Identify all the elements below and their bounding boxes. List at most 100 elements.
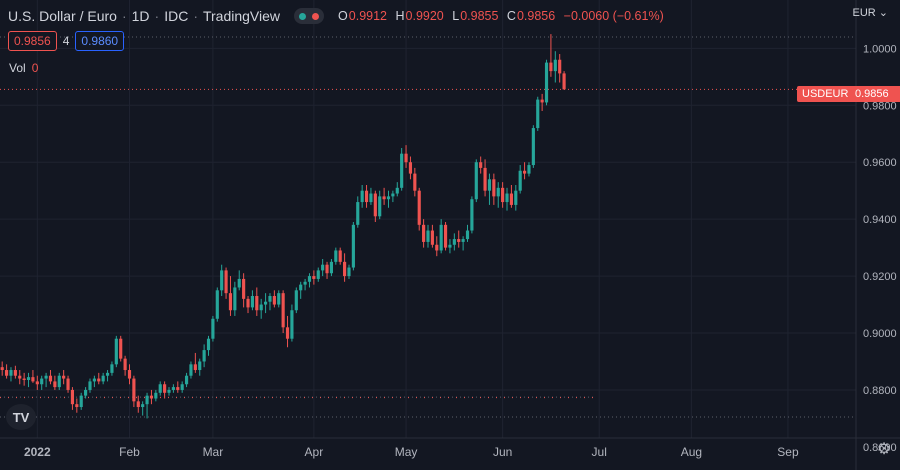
- candle: [382, 187, 386, 205]
- volume-label: Vol: [9, 61, 26, 75]
- candle-body: [531, 128, 535, 166]
- exchange-label: IDC: [164, 8, 189, 24]
- candle: [228, 276, 233, 316]
- candle: [518, 165, 522, 194]
- reference-lines: [0, 36, 856, 418]
- candle-body: [312, 276, 316, 279]
- candle: [303, 278, 307, 291]
- candle: [132, 375, 136, 408]
- candle: [400, 147, 404, 191]
- ohlc-values: O0.9912 H0.9920 L0.9855 C0.9856 −0.0060 …: [338, 9, 669, 23]
- candle-body: [268, 296, 272, 302]
- candle: [422, 219, 426, 248]
- candle-body: [290, 310, 294, 339]
- candle-body: [57, 375, 61, 388]
- candle-body: [426, 230, 430, 242]
- candle: [233, 281, 237, 316]
- candle-body: [66, 378, 70, 390]
- candle: [184, 372, 189, 388]
- candle: [167, 387, 171, 396]
- interval-label[interactable]: 1D: [131, 8, 150, 24]
- candle: [501, 182, 505, 208]
- candle: [84, 387, 88, 399]
- x-tick-label: Aug: [681, 445, 702, 459]
- candle: [404, 145, 408, 168]
- candle: [522, 162, 527, 180]
- candle: [461, 236, 465, 251]
- candle-body: [430, 230, 434, 245]
- candle-body: [53, 381, 57, 388]
- candle: [105, 370, 110, 382]
- candle: [285, 315, 290, 348]
- candle: [198, 358, 202, 376]
- candle-body: [553, 59, 557, 72]
- candle-body: [285, 327, 290, 339]
- candle: [35, 375, 39, 390]
- candle-body: [154, 392, 158, 399]
- candle: [0, 361, 4, 376]
- price-axis[interactable]: 1.0000 0.9800 0.9600 0.9400 0.9200 0.9000 0.88…: [856, 0, 900, 470]
- candle-body: [88, 381, 92, 390]
- gear-icon[interactable]: ⚙: [876, 441, 892, 458]
- candle-body: [439, 224, 443, 251]
- buy-price-button[interactable]: 0.9860: [75, 31, 125, 51]
- candle-body: [198, 361, 202, 371]
- candle-body: [452, 239, 456, 245]
- market-status-toggle[interactable]: [294, 8, 325, 24]
- candle-body: [457, 239, 461, 242]
- candle: [263, 293, 268, 314]
- candle: [158, 381, 162, 396]
- candle-body: [316, 270, 320, 279]
- candle: [470, 196, 474, 234]
- currency-selector[interactable]: EUR ⌄: [852, 6, 888, 19]
- candle: [176, 381, 180, 393]
- candle-body: [395, 187, 399, 194]
- candle: [110, 361, 114, 376]
- symbol-name[interactable]: U.S. Dollar / Euro: [8, 8, 117, 24]
- candle: [149, 389, 154, 405]
- candle-body: [92, 378, 96, 382]
- candle: [413, 167, 417, 197]
- sell-price-button[interactable]: 0.9856: [8, 31, 57, 51]
- candle: [18, 370, 22, 385]
- candle-body: [351, 224, 355, 268]
- candle: [215, 287, 219, 322]
- candle-body: [413, 173, 417, 191]
- candle-body: [70, 389, 75, 405]
- candle-body: [237, 278, 241, 288]
- candle-body: [479, 162, 483, 168]
- candle-body: [127, 370, 132, 379]
- candle-body: [299, 284, 303, 291]
- chart-grid: [0, 0, 856, 448]
- candle-body: [443, 224, 448, 248]
- candle: [53, 375, 57, 390]
- candle-body: [422, 224, 426, 242]
- candle: [452, 233, 456, 251]
- candle-body: [31, 377, 35, 382]
- candle: [5, 364, 9, 379]
- candle-body: [492, 179, 496, 197]
- candle: [250, 290, 254, 311]
- x-tick-label: Jul: [592, 445, 607, 459]
- candle: [364, 184, 369, 208]
- candle: [211, 315, 215, 342]
- volume-legend[interactable]: Vol 0: [9, 61, 38, 75]
- candle-body: [193, 364, 197, 371]
- candle: [465, 224, 470, 242]
- candle-body: [176, 387, 180, 390]
- y-tick-label: 0.9800: [863, 100, 897, 112]
- x-tick-label: 2022: [24, 445, 51, 459]
- candle-body: [84, 389, 88, 396]
- tradingview-logo-icon[interactable]: TV: [6, 404, 36, 430]
- candle-body: [105, 372, 110, 376]
- candle-body: [149, 395, 154, 399]
- candle-body: [303, 281, 307, 285]
- candle-body: [417, 190, 421, 225]
- candle: [277, 290, 281, 308]
- y-tick-label: 0.8600: [863, 442, 897, 454]
- candle-body: [189, 364, 193, 376]
- candle-body: [180, 384, 184, 390]
- candle: [514, 184, 518, 211]
